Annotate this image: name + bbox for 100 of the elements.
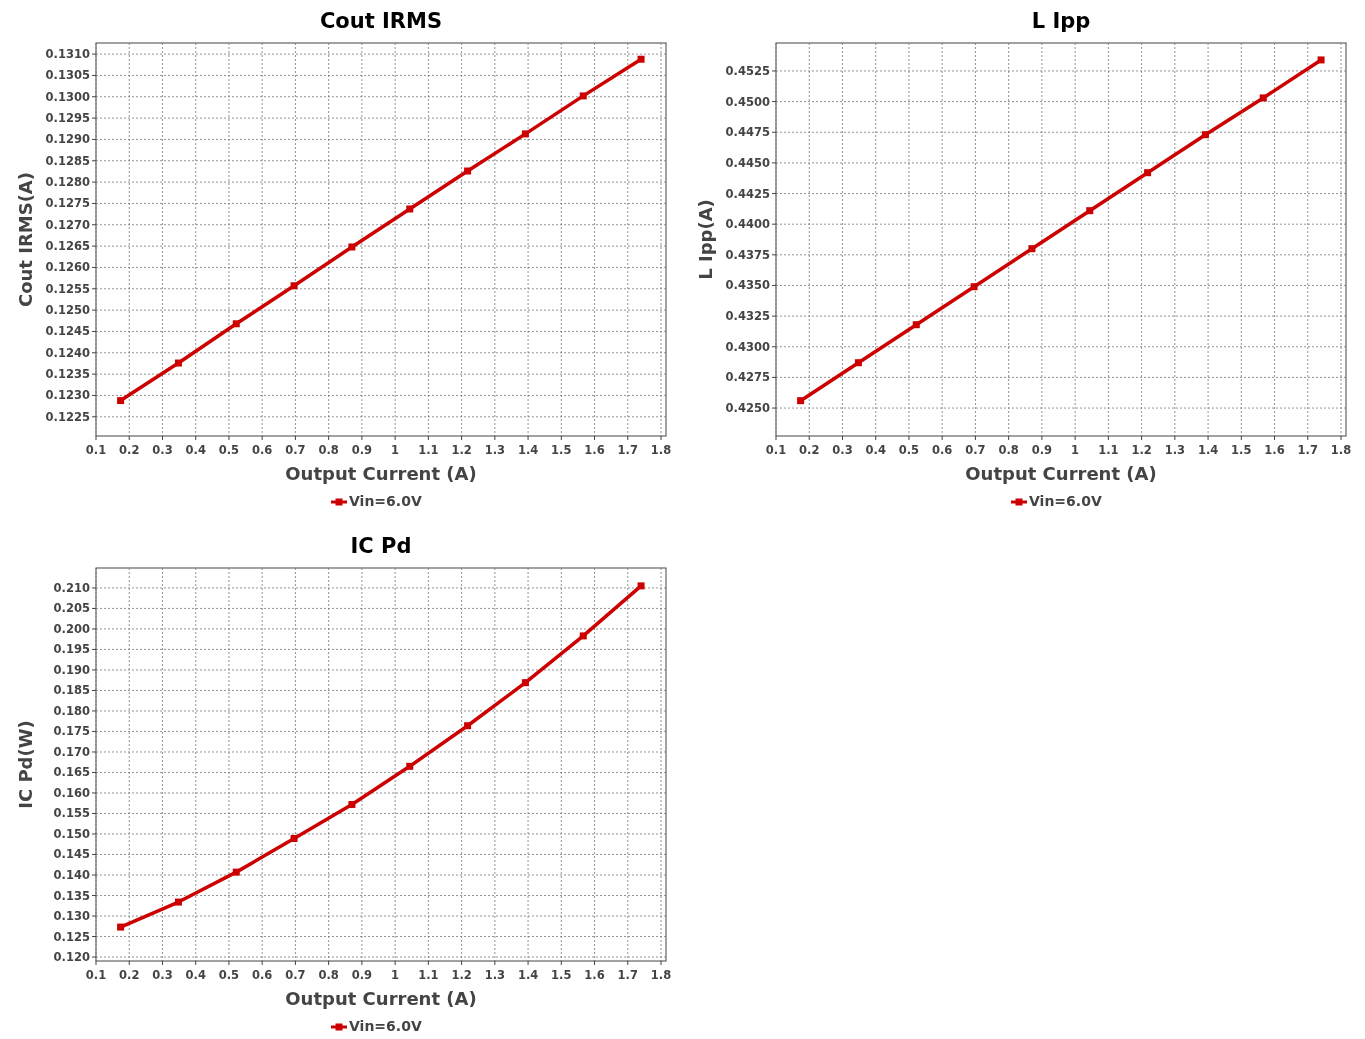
y-tick-label: 0.200 (53, 621, 90, 636)
y-tick-label: 0.1310 (45, 47, 90, 62)
y-tick-label: 0.1250 (45, 303, 90, 318)
x-tick-label: 0.8 (318, 968, 339, 982)
point (1259, 94, 1267, 102)
point (1317, 56, 1325, 64)
point (232, 868, 240, 876)
x-tick-label: 1.5 (1231, 443, 1252, 457)
x-tick-label: 0.5 (898, 443, 920, 457)
x-tick-label: 0.7 (285, 968, 306, 982)
x-tick-label: 1.7 (617, 968, 638, 982)
x-tick-label: 0.2 (119, 968, 140, 982)
x-tick-label: 1.3 (1164, 443, 1186, 457)
y-tick-label: 0.1275 (45, 196, 90, 211)
x-tick-label: 0.5 (218, 968, 240, 982)
x-tick-label: 0.2 (119, 443, 140, 457)
x-tick-label: 0.6 (931, 443, 953, 457)
y-tick-label: 0.4250 (725, 401, 770, 416)
x-tick-label: 0.5 (218, 443, 240, 457)
x-tick-label: 1.5 (551, 443, 572, 457)
chart-title: IC Pd (350, 534, 412, 558)
y-axis-title: IC Pd(W) (15, 720, 36, 809)
y-tick-label: 0.4450 (725, 155, 770, 170)
point (174, 898, 182, 906)
x-tick-label: 0.4 (185, 968, 206, 982)
legend-label: Vin=6.0V (1029, 493, 1102, 509)
y-tick-label: 0.1230 (45, 388, 90, 403)
x-tick-label: 1.2 (1131, 443, 1152, 457)
point (521, 679, 529, 687)
x-tick-label: 0.4 (865, 443, 886, 457)
y-tick-label: 0.1305 (45, 68, 90, 83)
x-tick-label: 1.3 (484, 968, 506, 982)
x-axis-title: Output Current (A) (965, 463, 1157, 484)
y-tick-label: 0.1255 (45, 281, 90, 296)
point (348, 243, 356, 251)
x-tick-label: 1 (391, 443, 400, 457)
x-tick-label: 0.1 (765, 443, 787, 457)
x-tick-label: 1.1 (1098, 443, 1119, 457)
y-axis-title: Cout IRMS(A) (15, 171, 36, 308)
chart-title: Cout IRMS (319, 9, 443, 33)
point (521, 130, 529, 138)
x-tick-label: 1.3 (484, 443, 506, 457)
x-tick-label: 1.8 (1330, 443, 1352, 457)
x-tick-label: 1.4 (1197, 443, 1219, 457)
y-tick-label: 0.4525 (725, 63, 770, 78)
x-tick-label: 1.1 (418, 443, 439, 457)
x-axis-title: Output Current (A) (285, 988, 477, 1009)
point (637, 582, 645, 590)
x-tick-label: 0.9 (1031, 443, 1053, 457)
x-tick-label: 0.3 (832, 443, 853, 457)
point (464, 722, 472, 730)
y-tick-label: 0.170 (53, 744, 90, 759)
x-tick-label: 1 (1071, 443, 1080, 457)
point (117, 923, 125, 931)
point (174, 359, 182, 367)
y-tick-label: 0.1285 (45, 153, 90, 168)
y-tick-label: 0.180 (53, 703, 90, 718)
point (1144, 169, 1152, 177)
y-tick-label: 0.1245 (45, 324, 90, 339)
point (1201, 131, 1209, 139)
x-tick-label: 1.6 (1264, 443, 1285, 457)
y-tick-label: 0.1240 (45, 345, 90, 360)
x-tick-label: 0.6 (251, 443, 273, 457)
x-tick-label: 1.7 (1297, 443, 1318, 457)
legend-label: Vin=6.0V (349, 1018, 422, 1034)
y-tick-label: 0.195 (53, 642, 90, 657)
point (854, 359, 862, 367)
y-tick-label: 0.1280 (45, 175, 90, 190)
y-tick-label: 0.210 (53, 580, 90, 595)
y-tick-label: 0.1270 (45, 217, 90, 232)
legend-label: Vin=6.0V (349, 493, 422, 509)
x-tick-label: 0.9 (351, 968, 373, 982)
y-tick-label: 0.1290 (45, 132, 90, 147)
x-tick-label: 1.1 (418, 968, 439, 982)
y-tick-label: 0.1260 (45, 260, 90, 275)
x-tick-label: 1.2 (451, 443, 472, 457)
x-tick-label: 0.1 (85, 443, 107, 457)
point (797, 397, 805, 405)
point (464, 167, 472, 175)
x-tick-label: 1.4 (517, 443, 539, 457)
point (637, 55, 645, 63)
y-tick-label: 0.175 (53, 724, 90, 739)
point (579, 92, 587, 100)
point (406, 762, 414, 770)
y-tick-label: 0.4375 (725, 247, 770, 262)
y-tick-label: 0.4400 (725, 217, 770, 232)
x-tick-label: 1.5 (551, 968, 572, 982)
point (579, 632, 587, 640)
y-axis-title: L Ipp(A) (695, 199, 716, 280)
point (1028, 245, 1036, 253)
point (290, 282, 298, 290)
x-tick-label: 0.9 (351, 443, 373, 457)
x-tick-label: 1.2 (451, 968, 472, 982)
x-tick-label: 1.8 (650, 968, 672, 982)
y-tick-label: 0.160 (53, 785, 90, 800)
y-tick-label: 0.120 (53, 950, 90, 965)
point (406, 205, 414, 213)
y-tick-label: 0.190 (53, 662, 90, 677)
x-tick-label: 1 (391, 968, 400, 982)
y-tick-label: 0.125 (53, 929, 90, 944)
